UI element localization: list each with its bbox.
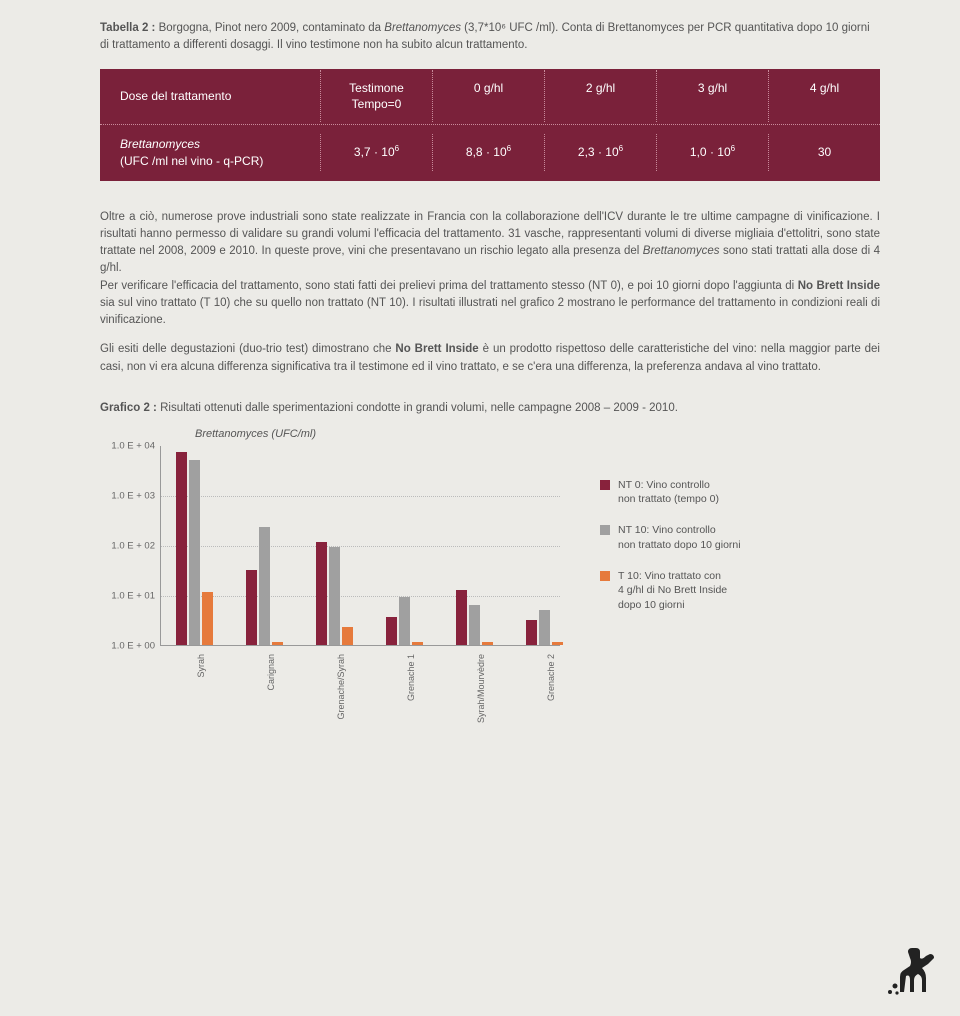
table2-data-cell: 30 [768,134,880,170]
table2-data-row: Brettanomyces (UFC /ml nel vino - q-PCR)… [100,125,880,181]
chart-bar [246,570,257,645]
chart-ylabel: 1.0 E + 04 [101,440,155,451]
chart-ylabel: 1.0 E + 03 [101,490,155,501]
body-text: Oltre a ciò, numerose prove industriali … [100,209,880,376]
paragraph-2: Gli esiti delle degustazioni (duo-trio t… [100,341,880,376]
chart-bar [272,642,283,645]
chart-y-title: Brettanomyces (UFC/ml) [195,428,316,440]
legend-item: NT 10: Vino controllonon trattato dopo 1… [600,523,741,552]
chart-bar [386,617,397,645]
chart-wrap: Brettanomyces (UFC/ml) 1.0 E + 041.0 E +… [100,428,880,718]
paragraph-1: Oltre a ciò, numerose prove industriali … [100,209,880,330]
chart-bar [456,590,467,645]
chart-bar-group [386,597,423,645]
chart-bar [399,597,410,645]
chart-xlabel: Grenache/Syrah [336,654,346,754]
legend-swatch [600,480,610,490]
chart-bar [259,527,270,645]
table2: Dose del trattamento TestimoneTempo=00 g… [100,69,880,181]
chart-bar [526,620,537,645]
chart-legend: NT 0: Vino controllonon trattato (tempo … [600,478,741,629]
table2-hdr-cell: TestimoneTempo=0 [320,70,432,122]
chart-bar [316,542,327,645]
chart-ylabel: 1.0 E + 02 [101,540,155,551]
chart-xlabel: Syrah/Mourvèdre [476,654,486,754]
legend-text: NT 10: Vino controllonon trattato dopo 1… [618,523,741,552]
chart-gridline [161,596,560,597]
chart-bar-group [456,590,493,645]
legend-swatch [600,525,610,535]
chart-xlabel: Carignan [266,654,276,754]
table2-caption: Tabella 2 : Borgogna, Pinot nero 2009, c… [100,20,880,55]
chart-xlabel: Syrah [196,654,206,754]
chart-xlabel: Grenache 2 [546,654,556,754]
lallemand-logo-icon [886,942,940,996]
legend-text: NT 0: Vino controllonon trattato (tempo … [618,478,719,507]
chart-xlabel: Grenache 1 [406,654,416,754]
table2-header-row: Dose del trattamento TestimoneTempo=00 g… [100,69,880,125]
chart-plot-area: 1.0 E + 041.0 E + 031.0 E + 021.0 E + 01… [160,446,560,646]
chart-bar [552,642,563,645]
table2-hdr-cell: 3 g/hl [656,70,768,122]
chart-bar [329,547,340,645]
grafico-2-chart: Brettanomyces (UFC/ml) 1.0 E + 041.0 E +… [100,428,570,718]
table2-data-cell: 2,3 · 106 [544,134,656,170]
legend-item: NT 0: Vino controllonon trattato (tempo … [600,478,741,507]
chart-bar [482,642,493,645]
chart-bar [412,642,423,645]
table2-hdr-label: Dose del trattamento [100,78,320,114]
chart-gridline [161,496,560,497]
chart-bar [342,627,353,645]
table2-hdr-cell: 0 g/hl [432,70,544,122]
chart-ylabel: 1.0 E + 01 [101,590,155,601]
chart-gridline [161,546,560,547]
legend-swatch [600,571,610,581]
chart-bar-group [526,610,563,645]
chart-caption: Grafico 2 : Risultati ottenuti dalle spe… [100,402,880,414]
legend-item: T 10: Vino trattato con4 g/hl di No Bret… [600,569,741,613]
chart-bar [176,452,187,645]
table2-data-cell: 8,8 · 106 [432,134,544,170]
chart-bar-group [316,542,353,645]
chart-bar [189,460,200,645]
chart-bar [539,610,550,645]
chart-bar-group [246,527,283,645]
legend-text: T 10: Vino trattato con4 g/hl di No Bret… [618,569,727,613]
chart-ylabel: 1.0 E + 00 [101,640,155,651]
chart-bar-group [176,452,213,645]
table2-data-label: Brettanomyces (UFC /ml nel vino - q-PCR) [100,126,320,178]
table2-hdr-cell: 2 g/hl [544,70,656,122]
table2-data-cell: 3,7 · 106 [320,134,432,170]
table2-data-cell: 1,0 · 106 [656,134,768,170]
chart-bar [202,592,213,645]
chart-bar [469,605,480,645]
table2-hdr-cell: 4 g/hl [768,70,880,122]
